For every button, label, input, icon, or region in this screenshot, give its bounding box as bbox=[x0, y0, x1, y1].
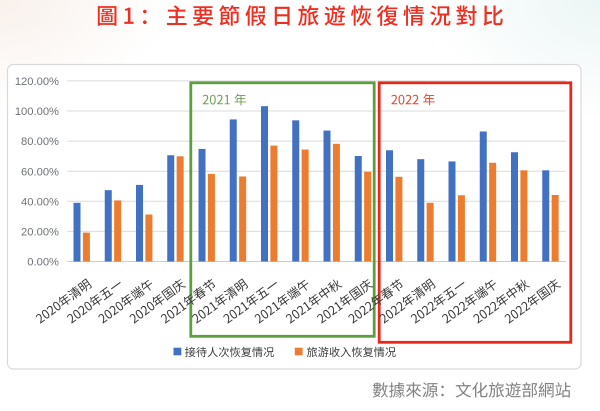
svg-text:20.00%: 20.00% bbox=[21, 227, 59, 239]
svg-text:120.00%: 120.00% bbox=[15, 76, 59, 88]
svg-text:60.00%: 60.00% bbox=[21, 166, 59, 178]
svg-text:80.00%: 80.00% bbox=[21, 136, 59, 148]
svg-text:0.00%: 0.00% bbox=[27, 257, 59, 269]
svg-text:100.00%: 100.00% bbox=[15, 106, 59, 118]
svg-text:40.00%: 40.00% bbox=[21, 196, 59, 208]
